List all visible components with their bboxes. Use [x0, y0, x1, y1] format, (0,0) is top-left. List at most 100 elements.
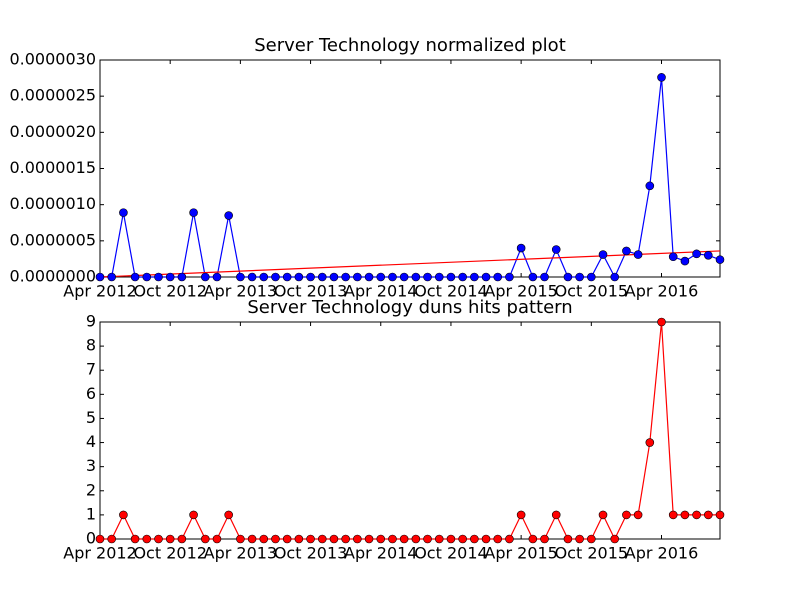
- data-point: [598, 250, 608, 259]
- data-point: [259, 272, 269, 282]
- x-tick-label: Apr 2015: [484, 544, 557, 563]
- data-point: [294, 272, 304, 282]
- data-point: [680, 510, 690, 520]
- data-point: [224, 510, 233, 520]
- data-point: [142, 534, 152, 544]
- data-point: [645, 181, 655, 191]
- y-tick-label: 9: [86, 312, 96, 331]
- data-point: [668, 252, 678, 262]
- data-point: [236, 272, 245, 282]
- data-point: [505, 534, 514, 544]
- data-point: [505, 272, 514, 282]
- data-point: [329, 272, 339, 282]
- data-point: [294, 534, 304, 544]
- data-point: [633, 250, 643, 259]
- data-point: [493, 272, 503, 282]
- x-tick-label: Oct 2014: [414, 282, 487, 301]
- data-point: [364, 272, 374, 282]
- data-point: [388, 534, 397, 544]
- data-point: [236, 534, 245, 544]
- data-point: [212, 272, 222, 282]
- data-point: [610, 272, 620, 282]
- x-tick-label: Apr 2012: [63, 544, 136, 563]
- data-point: [446, 534, 456, 544]
- data-point: [434, 272, 444, 282]
- data-point: [587, 534, 596, 544]
- y-tick-label: 0.0000020: [9, 122, 96, 141]
- data-point: [692, 249, 701, 259]
- data-point: [130, 534, 140, 544]
- data-point: [622, 246, 631, 256]
- data-point: [317, 534, 327, 544]
- x-tick-label: Apr 2016: [625, 544, 698, 563]
- data-point: [610, 534, 620, 544]
- data-point: [563, 534, 573, 544]
- chart-title: Server Technology normalized plot: [254, 35, 566, 56]
- data-point: [364, 534, 374, 544]
- y-tick-label: 0.0000025: [9, 86, 96, 105]
- series-line: [100, 77, 721, 279]
- data-point: [551, 510, 561, 520]
- plot-frame: [99, 321, 721, 540]
- x-tick-label: Apr 2013: [204, 282, 277, 301]
- data-point: [341, 534, 350, 544]
- data-point: [528, 272, 538, 282]
- data-point: [306, 272, 315, 282]
- data-point: [282, 272, 292, 282]
- y-tick-label: 0.0000005: [9, 230, 96, 249]
- data-point: [575, 534, 584, 544]
- y-tick-label: 3: [86, 456, 96, 475]
- x-tick-label: Apr 2014: [344, 282, 417, 301]
- y-tick-label: 0.0000030: [9, 50, 96, 69]
- data-point: [704, 510, 713, 520]
- y-tick-label: 1: [86, 504, 96, 523]
- trend-line: [99, 250, 721, 278]
- data-point: [165, 534, 175, 544]
- data-point: [224, 211, 233, 220]
- x-tick-label: Oct 2012: [133, 282, 206, 301]
- data-point: [540, 534, 549, 544]
- y-tick-label: 6: [86, 384, 96, 403]
- data-point: [271, 272, 280, 282]
- chart-title: Server Technology duns hits pattern: [247, 297, 572, 318]
- data-point: [189, 510, 198, 520]
- data-point: [715, 255, 725, 264]
- data-point: [353, 272, 362, 282]
- data-point: [165, 272, 175, 282]
- data-point: [177, 534, 187, 544]
- data-point: [247, 534, 257, 544]
- data-point: [142, 272, 152, 282]
- data-point: [130, 272, 140, 282]
- data-point: [715, 510, 725, 520]
- x-tick-label: Oct 2015: [555, 282, 628, 301]
- data-point: [259, 534, 269, 544]
- data-point: [95, 534, 105, 544]
- data-point: [446, 272, 456, 282]
- data-point: [598, 510, 608, 520]
- data-point: [458, 272, 467, 282]
- data-point: [247, 272, 257, 282]
- data-point: [575, 272, 584, 282]
- plot-frame: [99, 59, 721, 278]
- data-point: [540, 272, 549, 282]
- data-point: [516, 243, 526, 253]
- data-point: [434, 534, 444, 544]
- data-point: [633, 510, 643, 520]
- x-tick-label: Apr 2014: [344, 544, 417, 563]
- data-point: [481, 272, 491, 282]
- data-point: [353, 534, 362, 544]
- data-point: [107, 272, 116, 282]
- y-tick-label: 0.0000000: [9, 267, 96, 286]
- data-point: [587, 272, 596, 282]
- x-tick-label: Oct 2014: [414, 544, 487, 563]
- data-point: [481, 534, 491, 544]
- data-point: [329, 534, 339, 544]
- data-point: [657, 317, 666, 327]
- data-point: [423, 272, 432, 282]
- x-tick-label: Apr 2015: [484, 282, 557, 301]
- data-point: [680, 256, 690, 266]
- data-point: [622, 510, 631, 520]
- data-point: [645, 438, 655, 447]
